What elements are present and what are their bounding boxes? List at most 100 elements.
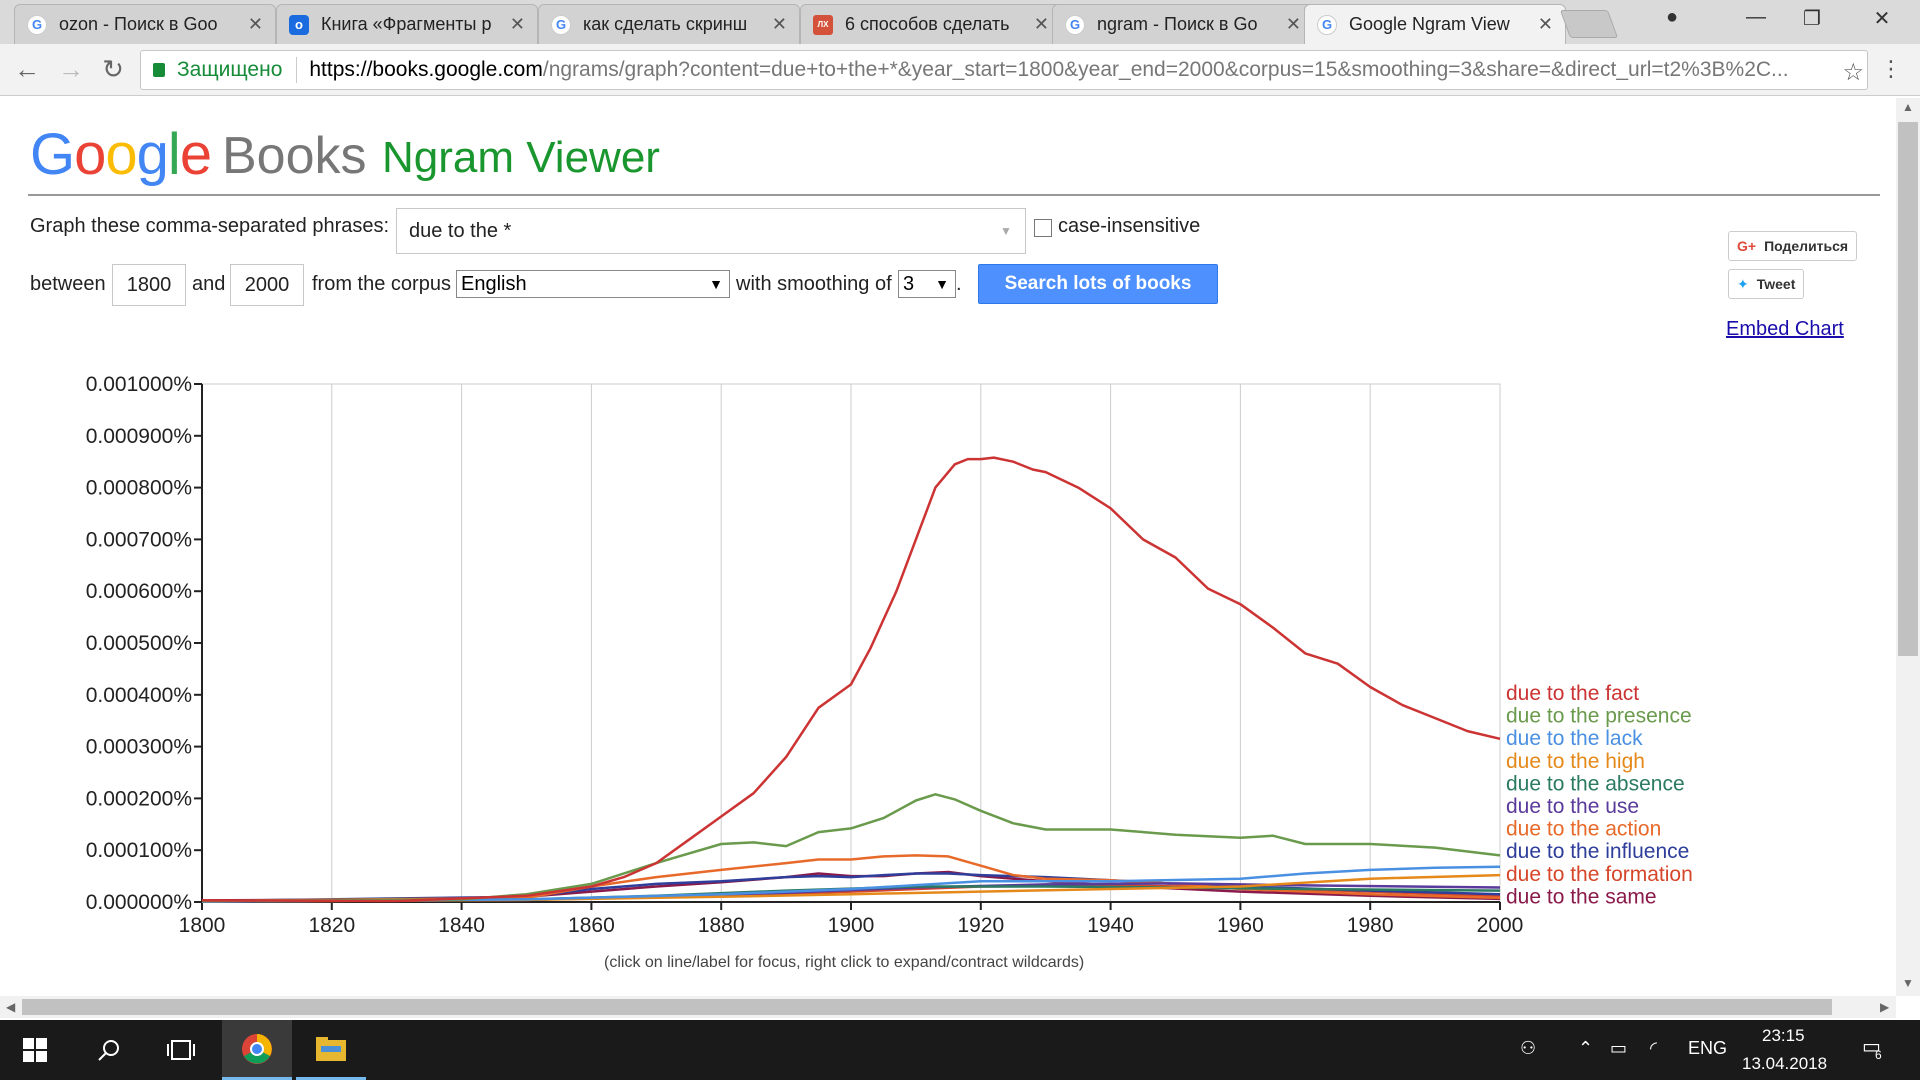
gplus-share-button[interactable]: G+ Поделиться (1728, 231, 1858, 261)
corpus-label: from the corpus (312, 273, 451, 295)
wifi-icon[interactable]: ◜ (1650, 1038, 1657, 1058)
series-label[interactable]: due to the use (1506, 795, 1639, 818)
case-insensitive-checkbox[interactable] (1034, 219, 1052, 237)
y-tick-label: 0.000700% (86, 528, 192, 551)
series-label[interactable]: due to the lack (1506, 727, 1643, 750)
battery-icon[interactable]: ▭ (1610, 1038, 1628, 1058)
series-label[interactable]: due to the absence (1506, 772, 1685, 795)
series-label[interactable]: due to the formation (1506, 863, 1693, 886)
series-label[interactable]: due to the fact (1506, 682, 1639, 705)
series-label[interactable]: due to the same (1506, 885, 1657, 908)
scroll-right-icon[interactable]: ▶ (1880, 1000, 1890, 1014)
windows-start-icon[interactable] (0, 1020, 70, 1080)
new-tab-button[interactable] (1559, 10, 1619, 38)
tab-1[interactable]: G ozon - Поиск в Goo ✕ (14, 4, 276, 44)
y-tick-label: 0.000900% (86, 425, 192, 448)
tab-4[interactable]: ЛХ 6 способов сделать ✕ (800, 4, 1062, 44)
chevron-down-icon[interactable]: ▼ (1000, 224, 1012, 238)
y-tick-label: 0.000600% (86, 580, 192, 603)
browser-toolbar: ← → ↻ Защищено https://books.google.com … (0, 44, 1920, 96)
year-end-input[interactable] (230, 264, 304, 306)
year-start-input[interactable] (112, 264, 186, 306)
tab-6-active[interactable]: G Google Ngram View ✕ (1304, 4, 1566, 44)
y-tick-label: 0.000100% (86, 839, 192, 862)
lock-icon (153, 63, 165, 77)
gplus-label: Поделиться (1764, 238, 1849, 254)
series-label[interactable]: due to the action (1506, 818, 1661, 841)
scroll-down-icon[interactable]: ▼ (1902, 976, 1914, 990)
google-logo: Google (30, 122, 212, 187)
y-tick-label: 0.000000% (86, 891, 192, 914)
search-icon[interactable] (74, 1020, 144, 1080)
tweet-button[interactable]: ✦ Tweet (1728, 269, 1805, 299)
x-tick-label: 1880 (698, 914, 745, 937)
clock-time[interactable]: 23:15 (1762, 1026, 1805, 1045)
notification-icon[interactable]: ▭ (1862, 1036, 1881, 1058)
restore-icon[interactable]: ❐ (1803, 8, 1821, 30)
series-label[interactable]: due to the presence (1506, 705, 1692, 728)
books-logo-text: Books (222, 127, 367, 185)
series-line-due-to-the-lack[interactable] (201, 865, 1501, 903)
forward-icon[interactable]: → (58, 54, 84, 84)
chrome-taskbar-icon[interactable] (222, 1020, 292, 1080)
google-icon: G (551, 14, 571, 35)
google-icon: G (1065, 14, 1085, 35)
notification-count: 6 (1875, 1048, 1882, 1062)
vertical-scroll-thumb[interactable] (1898, 122, 1918, 656)
page-title: Ngram Viewer (382, 133, 660, 182)
horizontal-scroll-thumb[interactable] (22, 999, 1832, 1015)
secure-label: Защищено (177, 58, 283, 81)
profile-icon[interactable]: ● (1665, 6, 1679, 28)
series-label[interactable]: due to the high (1506, 750, 1645, 773)
x-tick-label: 1960 (1217, 914, 1264, 937)
embed-chart-link[interactable]: Embed Chart (1726, 318, 1844, 340)
header-divider (28, 194, 1880, 196)
series-label[interactable]: due to the influence (1506, 840, 1689, 863)
x-tick-label: 1900 (828, 914, 875, 937)
between-label: between (30, 273, 106, 295)
close-icon[interactable]: ✕ (509, 14, 525, 34)
close-icon[interactable]: ✕ (1537, 14, 1553, 34)
corpus-select[interactable]: English ▼ (456, 270, 730, 298)
tab-title: 6 способов сделать (845, 14, 1010, 34)
close-icon[interactable]: ✕ (247, 14, 263, 34)
x-tick-label: 1820 (308, 914, 355, 937)
x-tick-label: 1840 (438, 914, 485, 937)
language-indicator[interactable]: ENG (1688, 1038, 1728, 1058)
reload-icon[interactable]: ↻ (102, 54, 124, 84)
x-tick-label: 1860 (568, 914, 615, 937)
people-icon[interactable]: ⚇ (1520, 1038, 1537, 1058)
google-plus-icon: G+ (1737, 238, 1757, 254)
back-icon[interactable]: ← (14, 54, 40, 84)
file-explorer-icon[interactable] (296, 1020, 366, 1080)
tab-5[interactable]: G ngram - Поиск в Go ✕ (1052, 4, 1314, 44)
close-icon[interactable]: ✕ (1285, 14, 1301, 34)
clock-date[interactable]: 13.04.2018 (1742, 1054, 1828, 1073)
search-button[interactable]: Search lots of books (978, 264, 1218, 304)
task-view-icon[interactable] (146, 1020, 216, 1080)
series-line-due-to-the-fact[interactable] (201, 456, 1501, 903)
close-icon[interactable]: ✕ (771, 14, 787, 34)
lifehacker-icon: ЛХ (813, 14, 833, 35)
kebab-menu-icon[interactable]: ⋮ (1880, 56, 1902, 81)
scroll-up-icon[interactable]: ▲ (1902, 100, 1914, 114)
tab-strip: G ozon - Поиск в Goo ✕ o Книга «Фрагмент… (0, 0, 1920, 44)
minimize-icon[interactable]: — (1746, 6, 1766, 28)
y-tick-label: 0.000300% (86, 736, 192, 759)
period-label: . (956, 273, 962, 295)
tab-3[interactable]: G как сделать скринш ✕ (538, 4, 800, 44)
address-bar[interactable]: Защищено https://books.google.com /ngram… (140, 50, 1868, 90)
chevron-up-icon[interactable]: ⌃ (1578, 1038, 1594, 1058)
smoothing-select[interactable]: 3 ▼ (898, 270, 956, 298)
x-tick-label: 2000 (1477, 914, 1524, 937)
twitter-bird-icon: ✦ (1737, 275, 1749, 292)
y-tick-label: 0.000400% (86, 684, 192, 707)
chart-hint: (click on line/label for focus, right cl… (604, 954, 1085, 971)
smoothing-value: 3 (903, 273, 915, 295)
bookmark-star-icon[interactable]: ☆ (1842, 59, 1864, 86)
scroll-left-icon[interactable]: ◀ (6, 1000, 16, 1014)
phrases-input[interactable] (396, 208, 1026, 254)
close-window-icon[interactable]: ✕ (1873, 8, 1891, 30)
tab-2[interactable]: o Книга «Фрагменты р ✕ (276, 4, 538, 44)
close-icon[interactable]: ✕ (1033, 14, 1049, 34)
